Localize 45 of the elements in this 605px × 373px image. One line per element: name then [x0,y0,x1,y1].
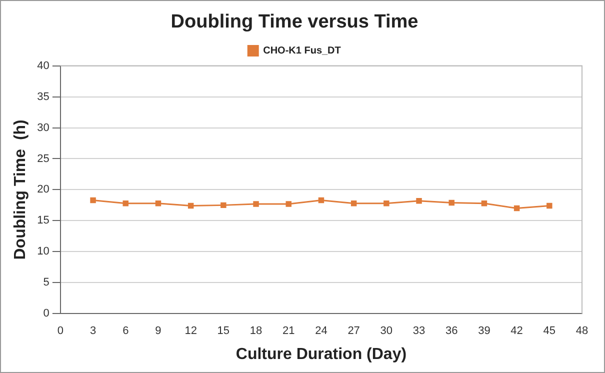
x-tick-label: 45 [543,325,556,338]
x-tick-label: 15 [217,325,230,338]
point [188,202,194,209]
x-tick-label: 48 [576,325,588,338]
y-tick-label: 10 [37,246,50,258]
y-tick-label: 30 [37,122,50,134]
point [350,200,357,206]
chart-title: Doubling Time versus Time [170,12,418,33]
point [416,198,422,204]
x-tick-label: 12 [184,325,197,338]
x-tick-label: 36 [445,325,458,338]
x-tick-label: 30 [380,325,393,338]
x-tick-label: 33 [412,325,426,338]
x-tick-label: 6 [122,325,129,338]
x-tick-label: 24 [315,325,328,338]
point [220,202,226,208]
y-tick-label: 5 [43,276,50,289]
point [286,201,292,207]
point [448,200,454,206]
y-tick-label: 35 [37,90,50,103]
y-tick-label: 40 [37,60,50,72]
y-tick-label: 25 [37,152,50,165]
y-tick-label: 0 [43,308,50,320]
y-tick-label: 20 [37,184,50,196]
x-tick-label: 3 [90,325,96,338]
point [384,200,390,206]
y-axis-title: Doubling Time (h) [12,120,30,260]
x-tick-label: 0 [57,325,64,338]
point [514,205,520,212]
x-tick-label: 27 [348,325,360,338]
x-tick-label: 42 [510,325,523,338]
x-tick-label: 18 [250,325,262,338]
point [90,197,96,204]
point [546,202,552,209]
point [481,200,488,206]
y-tick-label: 15 [37,214,50,227]
point [253,201,259,207]
x-tick-label: 9 [155,325,162,338]
x-tick-label: 39 [478,325,490,338]
point [155,200,162,206]
point [122,200,129,206]
x-axis-title: Culture Duration (Day) [236,346,407,363]
point [318,197,324,204]
x-tick-label: 21 [282,325,295,338]
legend-label: CHO-K1 Fus_DT [263,46,341,57]
